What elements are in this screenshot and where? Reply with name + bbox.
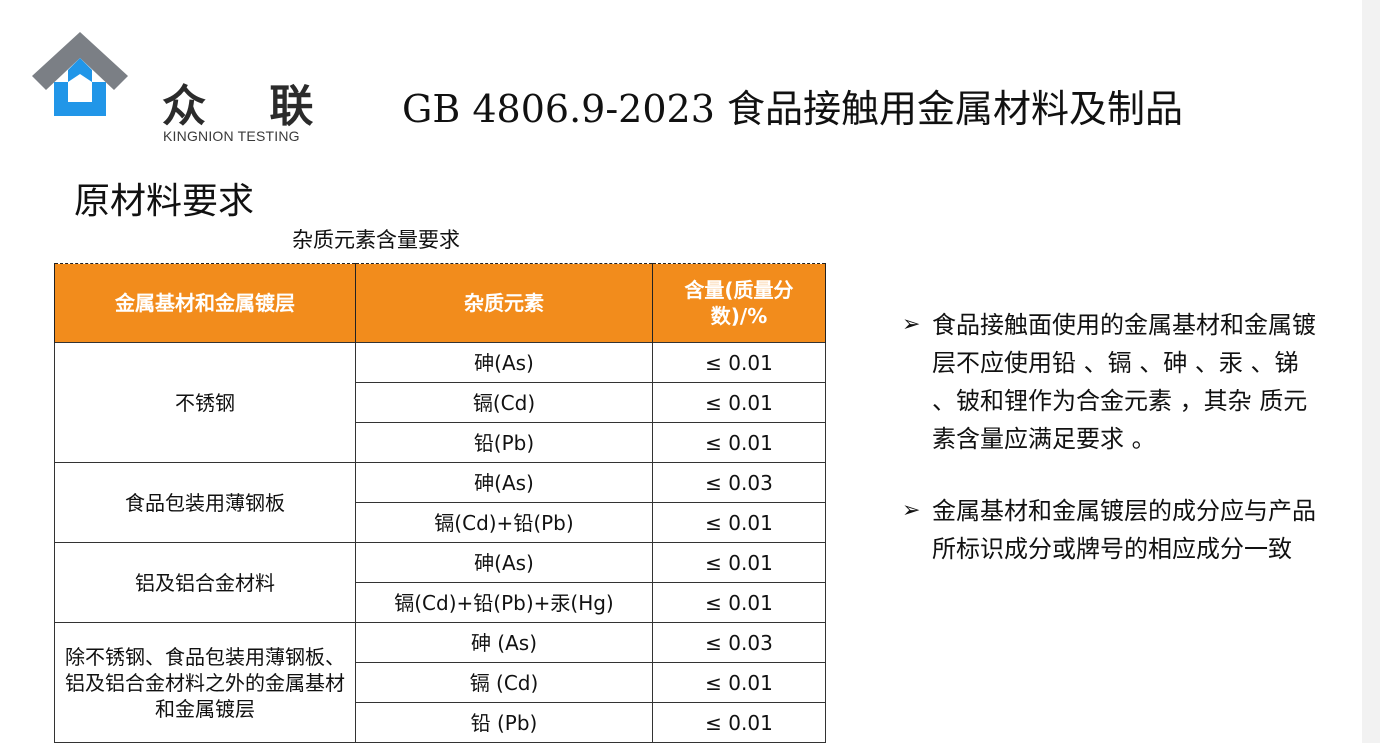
logo-mark-icon bbox=[32, 32, 128, 116]
page-title: GB 4806.9-2023 食品接触用金属材料及制品 bbox=[402, 87, 1183, 131]
section-heading: 原材料要求 bbox=[74, 181, 255, 222]
limit-cell: ≤ 0.01 bbox=[652, 382, 826, 423]
material-cell: 除不锈钢、食品包装用薄钢板、铝及铝合金材料之外的金属基材和金属镀层 bbox=[54, 622, 356, 743]
header-limit: 含量(质量分数)/% bbox=[652, 263, 826, 343]
element-cell: 镉(Cd) bbox=[355, 382, 653, 423]
limit-cell: ≤ 0.01 bbox=[652, 342, 826, 383]
table-row: 食品包装用薄钢板 砷(As) ≤ 0.03 bbox=[54, 462, 826, 543]
element-cell: 镉 (Cd) bbox=[355, 662, 653, 703]
note-text: 食品接触面使用的金属基材和金属镀层不应使用铅 、镉 、砷 、汞 、锑 、铍和锂作… bbox=[932, 311, 1316, 453]
element-cell: 镉(Cd)+铅(Pb) bbox=[355, 502, 653, 543]
table-row: 铅(Pb) ≤ 0.01 bbox=[55, 422, 826, 463]
element-cell: 砷(As) bbox=[355, 542, 653, 583]
table-row: 不锈钢 砷(As) ≤ 0.01 bbox=[54, 342, 826, 463]
table-row: 铝及铝合金材料 砷(As) ≤ 0.01 bbox=[54, 542, 826, 623]
table-row: 镉(Cd)+铅(Pb)+汞(Hg) ≤ 0.01 bbox=[55, 582, 826, 623]
brand-name-en: KINGNION TESTING bbox=[163, 128, 300, 144]
note-item: ➢ 金属基材和金属镀层的成分应与产品所标识成分或牌号的相应成分一致 bbox=[902, 492, 1322, 568]
limit-cell: ≤ 0.03 bbox=[652, 622, 826, 663]
material-cell: 铝及铝合金材料 bbox=[54, 542, 356, 623]
element-cell: 铅(Pb) bbox=[355, 422, 653, 463]
company-logo: 众 联 KINGNION TESTING bbox=[30, 30, 313, 144]
limit-cell: ≤ 0.01 bbox=[652, 702, 826, 743]
slide-edge bbox=[1362, 0, 1380, 743]
header-element: 杂质元素 bbox=[355, 263, 653, 343]
element-cell: 砷 (As) bbox=[355, 622, 653, 663]
table-row: 镉(Cd) ≤ 0.01 bbox=[55, 382, 826, 423]
limit-cell: ≤ 0.01 bbox=[652, 582, 826, 623]
limit-cell: ≤ 0.03 bbox=[652, 462, 826, 503]
arrow-bullet-icon: ➢ bbox=[902, 312, 921, 337]
table-header-row: 金属基材和金属镀层 杂质元素 含量(质量分数)/% bbox=[54, 263, 826, 343]
limit-cell: ≤ 0.01 bbox=[652, 662, 826, 703]
element-cell: 铅 (Pb) bbox=[355, 702, 653, 743]
table-caption: 杂质元素含量要求 bbox=[292, 228, 460, 252]
material-cell: 不锈钢 bbox=[54, 342, 356, 463]
table-row: 镉 (Cd) ≤ 0.01 bbox=[55, 662, 826, 703]
impurity-limits-table: 金属基材和金属镀层 杂质元素 含量(质量分数)/% 不锈钢 砷(As) ≤ 0.… bbox=[54, 263, 826, 743]
limit-cell: ≤ 0.01 bbox=[652, 502, 826, 543]
brand-name-cn: 众 联 bbox=[162, 81, 338, 132]
table-row: 除不锈钢、食品包装用薄钢板、铝及铝合金材料之外的金属基材和金属镀层 砷 (As)… bbox=[54, 622, 826, 743]
requirement-notes: ➢ 食品接触面使用的金属基材和金属镀层不应使用铅 、镉 、砷 、汞 、锑 、铍和… bbox=[902, 306, 1322, 602]
element-cell: 砷(As) bbox=[355, 462, 653, 503]
limit-cell: ≤ 0.01 bbox=[652, 542, 826, 583]
table-row: 铅 (Pb) ≤ 0.01 bbox=[55, 702, 826, 743]
note-text: 金属基材和金属镀层的成分应与产品所标识成分或牌号的相应成分一致 bbox=[932, 497, 1316, 563]
table-row: 镉(Cd)+铅(Pb) ≤ 0.01 bbox=[55, 502, 826, 543]
limit-cell: ≤ 0.01 bbox=[652, 422, 826, 463]
note-item: ➢ 食品接触面使用的金属基材和金属镀层不应使用铅 、镉 、砷 、汞 、锑 、铍和… bbox=[902, 306, 1322, 458]
arrow-bullet-icon: ➢ bbox=[902, 498, 921, 523]
element-cell: 砷(As) bbox=[355, 342, 653, 383]
material-cell: 食品包装用薄钢板 bbox=[54, 462, 356, 543]
element-cell: 镉(Cd)+铅(Pb)+汞(Hg) bbox=[355, 582, 653, 623]
header-material: 金属基材和金属镀层 bbox=[54, 263, 356, 343]
